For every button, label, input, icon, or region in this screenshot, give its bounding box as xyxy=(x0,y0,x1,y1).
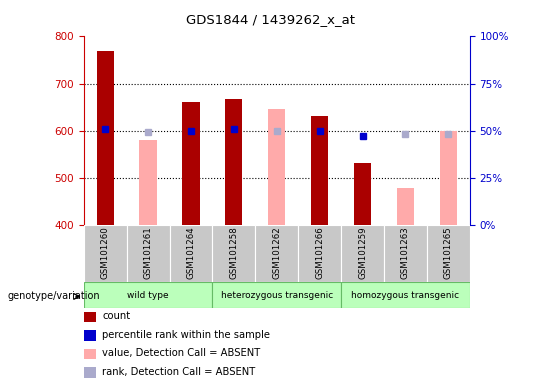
Text: GSM101258: GSM101258 xyxy=(230,226,238,279)
Text: rank, Detection Call = ABSENT: rank, Detection Call = ABSENT xyxy=(102,367,255,377)
Text: count: count xyxy=(102,311,130,321)
Bar xyxy=(268,109,285,225)
Bar xyxy=(341,225,384,282)
Bar xyxy=(84,225,126,282)
Bar xyxy=(139,140,157,225)
Text: homozygous transgenic: homozygous transgenic xyxy=(352,291,460,300)
Text: GSM101264: GSM101264 xyxy=(186,226,195,279)
Text: GDS1844 / 1439262_x_at: GDS1844 / 1439262_x_at xyxy=(186,13,354,26)
Bar xyxy=(427,225,470,282)
Bar xyxy=(225,99,242,225)
Bar xyxy=(126,225,170,282)
Bar xyxy=(397,189,414,225)
Bar xyxy=(440,131,457,225)
Bar xyxy=(354,164,371,225)
Bar xyxy=(84,282,212,308)
Bar xyxy=(341,282,470,308)
Bar xyxy=(170,225,212,282)
Text: wild type: wild type xyxy=(127,291,169,300)
Text: GSM101265: GSM101265 xyxy=(444,226,453,279)
Bar xyxy=(183,103,200,225)
Text: GSM101261: GSM101261 xyxy=(144,226,153,279)
Bar xyxy=(384,225,427,282)
Bar xyxy=(97,51,114,225)
Text: GSM101262: GSM101262 xyxy=(272,226,281,279)
Bar xyxy=(311,116,328,225)
Bar xyxy=(298,225,341,282)
Text: value, Detection Call = ABSENT: value, Detection Call = ABSENT xyxy=(102,348,260,358)
Bar xyxy=(255,225,298,282)
Text: GSM101259: GSM101259 xyxy=(358,227,367,279)
Text: percentile rank within the sample: percentile rank within the sample xyxy=(102,330,270,340)
Bar xyxy=(212,282,341,308)
Text: heterozygous transgenic: heterozygous transgenic xyxy=(221,291,333,300)
Bar xyxy=(212,225,255,282)
Text: genotype/variation: genotype/variation xyxy=(7,291,100,301)
Text: GSM101266: GSM101266 xyxy=(315,226,324,279)
Text: GSM101263: GSM101263 xyxy=(401,226,410,279)
Text: GSM101260: GSM101260 xyxy=(100,226,110,279)
